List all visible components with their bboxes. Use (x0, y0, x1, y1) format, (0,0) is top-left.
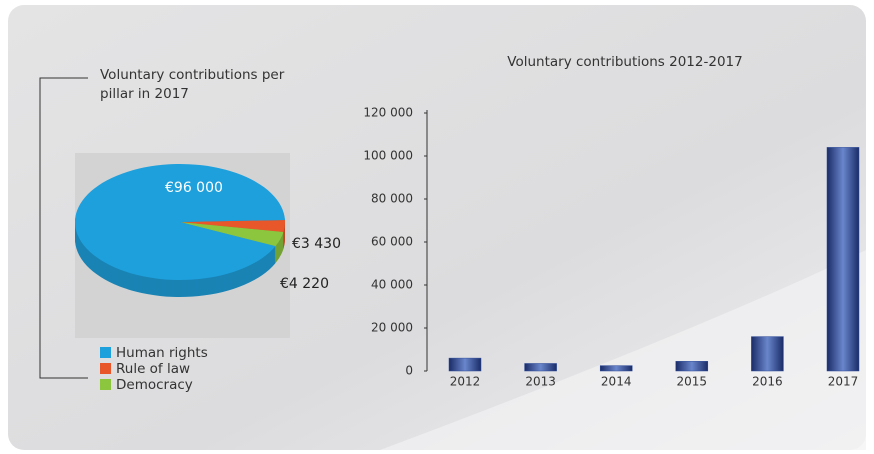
x-tick-label: 2012 (450, 375, 481, 389)
value-label: €96 000 (165, 180, 223, 196)
pie-title: Voluntary contributions per pillar in 20… (100, 67, 285, 102)
bar (524, 363, 557, 372)
y-tick-label: 80 000 (371, 192, 413, 206)
slice (75, 164, 285, 280)
value-label: €4 220 (280, 276, 329, 292)
x-tick-label: 2013 (525, 375, 556, 389)
y-tick-label: 20 000 (371, 321, 413, 335)
bar (751, 336, 784, 372)
bar-title: Voluntary contributions 2012-2017 (507, 54, 742, 70)
swoosh (380, 250, 866, 450)
panel (8, 5, 866, 450)
y-tick-label: 0 (405, 364, 413, 378)
bracket (39, 77, 88, 379)
legend-swatch (100, 379, 111, 390)
pie-title-box: Voluntary contributions per pillar in 20… (100, 67, 285, 102)
legend-swatch (100, 363, 111, 374)
bar (675, 361, 709, 372)
y-tick-label: 100 000 (363, 149, 413, 163)
y-tick-label: 40 000 (371, 278, 413, 292)
legend-label: Human rights (116, 345, 208, 361)
x-tick-label: 2016 (752, 375, 783, 389)
bar (599, 365, 633, 372)
legend-label: Democracy (116, 377, 193, 393)
y-tick-label: 60 000 (371, 235, 413, 249)
slice (180, 219, 285, 232)
bar (826, 147, 860, 372)
legend-swatch (100, 347, 111, 358)
slice (180, 222, 284, 247)
legend-label: Rule of law (116, 361, 190, 377)
x-tick-label: 2014 (601, 375, 632, 389)
y-tick-label: 120 000 (363, 106, 413, 120)
x-tick-label: 2017 (828, 375, 859, 389)
x-tick-label: 2015 (677, 375, 708, 389)
bar (448, 357, 482, 372)
value-label: €3 430 (292, 236, 341, 252)
